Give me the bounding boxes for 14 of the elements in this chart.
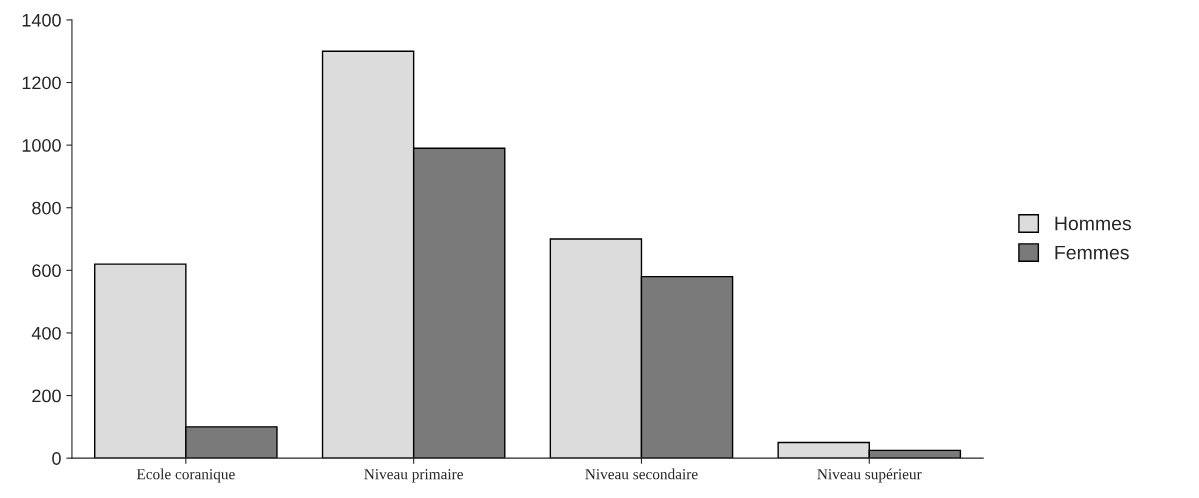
y-tick-label: 1400: [22, 13, 61, 27]
x-tick-label: Niveau secondaire: [585, 468, 698, 480]
legend-label: Femmes: [1055, 245, 1129, 260]
y-tick-label: 600: [32, 264, 61, 278]
y-tick-label: 800: [32, 201, 61, 215]
x-tick-label: Niveau supérieur: [817, 468, 922, 483]
y-tick-label: 200: [32, 389, 61, 403]
legend-label: Hommes: [1055, 216, 1131, 231]
y-tick-label: 400: [31, 326, 61, 340]
x-tick-label: Ecole coranique: [136, 468, 235, 483]
x-tick-label: Niveau primaire: [364, 469, 463, 483]
y-tick-label: 1200: [22, 76, 61, 90]
y-tick-label: 1000: [22, 139, 61, 152]
y-tick-label: 0: [52, 452, 61, 465]
